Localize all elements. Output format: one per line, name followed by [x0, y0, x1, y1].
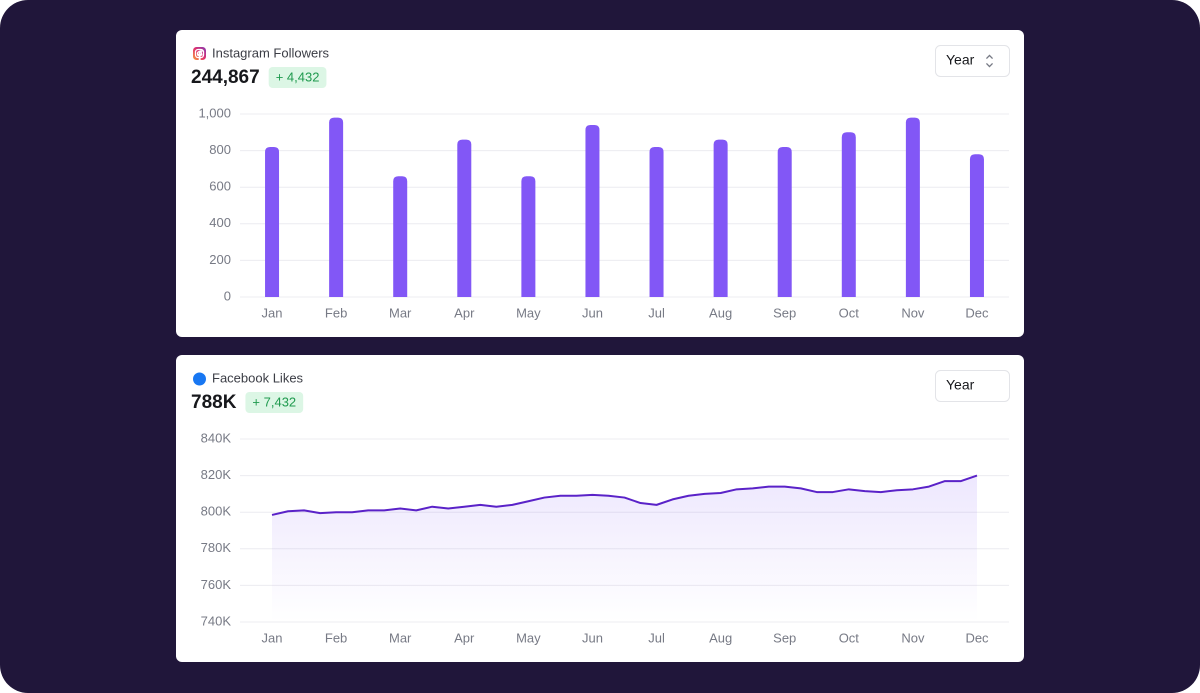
total-value: 788K — [191, 392, 237, 413]
bar — [841, 132, 856, 297]
line — [271, 474, 978, 516]
icon-f — [197, 50, 203, 61]
bar — [649, 146, 664, 297]
bar — [585, 124, 600, 297]
card-title: Instagram Followers — [212, 45, 330, 60]
y-tick-label: 740K — [201, 613, 232, 628]
y-tick-label: 760K — [201, 577, 232, 592]
x-tick-label: Nov — [901, 630, 925, 645]
y-tick-label: 600 — [209, 179, 231, 194]
x-tick-label: Jan — [262, 630, 283, 645]
bar — [713, 139, 728, 297]
bar — [905, 117, 920, 297]
x-tick-label: Oct — [839, 305, 860, 320]
x-tick-label: Dec — [965, 305, 989, 320]
select-box[interactable] — [935, 370, 1010, 402]
change-text: + 7,432 — [252, 394, 296, 409]
card: Facebook Likes 788K + 7,432 Year 740K 760K 780… — [176, 50, 1024, 662]
y-tick-label: 800 — [209, 142, 231, 157]
select-box[interactable] — [935, 45, 1010, 77]
x-tick-label: Oct — [839, 630, 860, 645]
x-tick-label: May — [516, 305, 541, 320]
area — [272, 475, 977, 622]
x-tick-label: Apr — [454, 305, 475, 320]
x-tick-label: Nov — [901, 305, 925, 320]
bar — [521, 176, 536, 297]
y-tick-label: 820K — [201, 467, 232, 482]
select-chevron[interactable] — [986, 54, 993, 68]
x-tick-label: Sep — [773, 630, 796, 645]
total-value: 244,867 — [191, 67, 260, 88]
x-tick-label: Jan — [262, 305, 283, 320]
select-label[interactable]: Year — [946, 377, 975, 393]
x-tick-label: Aug — [709, 630, 732, 645]
x-tick-label: Mar — [389, 305, 412, 320]
change-text: + 4,432 — [276, 69, 320, 84]
card-title: Facebook Likes — [212, 370, 304, 385]
x-tick-label: Jun — [582, 630, 603, 645]
x-tick-label: Mar — [389, 630, 412, 645]
y-tick-label: 400 — [209, 215, 231, 230]
x-tick-label: Feb — [325, 630, 347, 645]
x-tick-label: Jul — [648, 305, 665, 320]
bar — [457, 139, 472, 297]
y-tick-label: 1,000 — [198, 105, 231, 120]
y-tick-label: 840K — [201, 430, 232, 445]
y-tick-label: 200 — [209, 252, 231, 267]
select-label[interactable]: Year — [946, 52, 975, 68]
bar — [969, 154, 984, 297]
y-tick-label: 780K — [201, 540, 232, 555]
y-tick-label: 0 — [224, 288, 231, 303]
bar — [777, 146, 792, 297]
bar — [393, 176, 408, 297]
bar — [329, 117, 344, 297]
x-tick-label: Aug — [709, 305, 732, 320]
x-tick-label: Apr — [454, 630, 475, 645]
card: Instagram Followers 244,867 + 4,432 Year 0 20… — [176, 30, 1024, 337]
change-badge — [245, 392, 304, 413]
year-select[interactable]: Year — [935, 54, 1010, 402]
x-tick-label: Dec — [965, 630, 989, 645]
change-badge — [268, 67, 327, 88]
bar — [265, 146, 280, 297]
x-tick-label: May — [516, 630, 541, 645]
x-tick-label: Sep — [773, 305, 796, 320]
y-tick-label: 800K — [201, 504, 232, 519]
x-tick-label: Jul — [648, 630, 665, 645]
x-tick-label: Feb — [325, 305, 347, 320]
facebook-icon — [193, 372, 206, 386]
year-select[interactable]: Year — [935, 45, 1010, 77]
x-tick-label: Jun — [582, 305, 603, 320]
